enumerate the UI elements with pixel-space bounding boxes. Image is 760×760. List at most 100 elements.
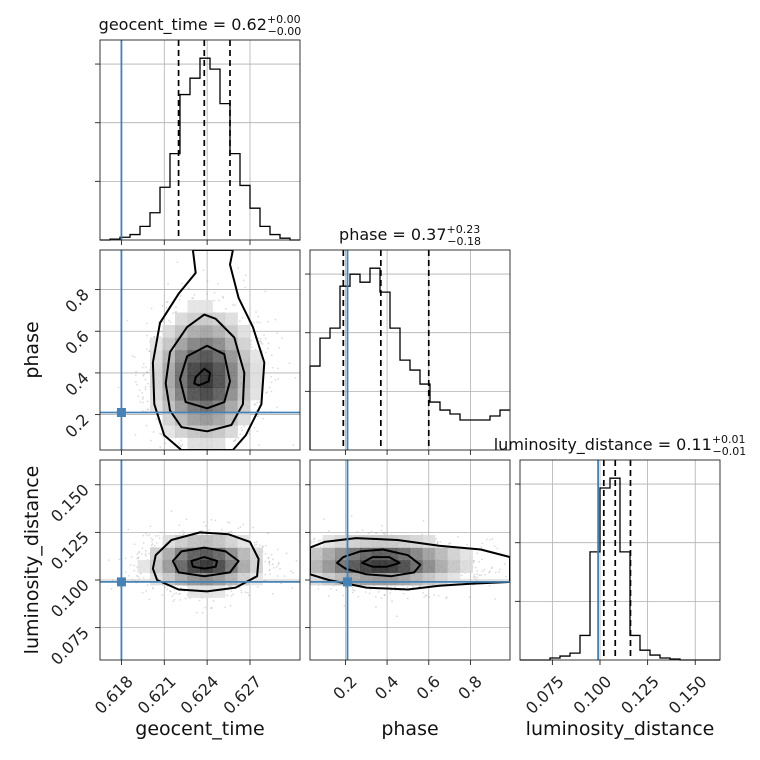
xtick-label: 0.627 (219, 672, 265, 718)
sample-point (389, 591, 392, 594)
sample-point (382, 532, 385, 535)
sample-point (244, 274, 247, 277)
xlabel-geocent-time: geocent_time (135, 718, 264, 740)
sample-point (276, 406, 278, 409)
density-cells (150, 300, 263, 450)
sample-point (234, 304, 236, 306)
sample-point (250, 339, 253, 342)
sample-point (282, 553, 284, 555)
sample-point (126, 319, 129, 322)
density-cell (200, 350, 213, 363)
density-cell (175, 337, 188, 351)
sample-point (165, 502, 167, 504)
sample-point (145, 348, 148, 351)
sample-point (198, 599, 201, 602)
sample-point (146, 534, 149, 537)
sample-point (476, 576, 478, 579)
sample-point (276, 551, 278, 553)
density-cell (410, 572, 423, 586)
sample-point (535, 572, 537, 574)
gridlines (100, 40, 300, 240)
sample-point (383, 593, 386, 596)
sample-point (268, 576, 270, 578)
sample-point (255, 311, 257, 313)
sample-point (422, 519, 425, 522)
sample-point (447, 542, 450, 545)
sample-point (134, 579, 137, 582)
sample-point (264, 351, 267, 354)
sample-point (256, 321, 259, 324)
sample-point (141, 397, 144, 400)
sample-point (179, 294, 182, 297)
sample-point (269, 573, 271, 576)
sample-point (159, 446, 162, 448)
sample-point (160, 531, 163, 534)
density-cell (150, 350, 163, 363)
sample-point (494, 571, 497, 574)
sample-point (264, 552, 267, 555)
sample-point (276, 575, 279, 577)
sample-point (377, 590, 380, 593)
sample-point (274, 318, 277, 321)
sample-point (369, 588, 372, 591)
sample-point (152, 538, 154, 541)
sample-point (268, 551, 270, 553)
sample-point (465, 543, 468, 546)
sample-point (265, 392, 268, 394)
sample-point (304, 569, 306, 571)
sample-point (164, 586, 167, 589)
sample-point (160, 432, 163, 435)
sample-point (276, 367, 279, 370)
density-cell (335, 535, 348, 548)
sample-point (484, 573, 486, 576)
sample-point (270, 375, 273, 378)
sample-point (124, 571, 127, 574)
sample-point (118, 558, 121, 561)
sample-point (255, 463, 257, 465)
sample-point (179, 592, 182, 595)
sample-point (306, 566, 308, 568)
histogram-step (520, 477, 720, 661)
density-cell (237, 547, 251, 561)
panel-inner (100, 250, 300, 504)
density-cell (237, 560, 251, 573)
sample-point (155, 542, 158, 544)
sample-point (280, 546, 282, 548)
density-cell (225, 412, 238, 426)
sample-point (428, 596, 431, 599)
sample-point (136, 553, 139, 556)
sample-point (524, 591, 526, 593)
panel-2d-geocent-time-vs-luminosity-distance (99, 459, 301, 661)
sample-point (193, 293, 196, 296)
density-cell (225, 325, 238, 338)
sample-point (240, 591, 243, 594)
sample-point (301, 546, 303, 548)
histogram-step (309, 267, 510, 450)
sample-point (237, 527, 240, 530)
sample-point (436, 542, 439, 544)
sample-point (406, 586, 409, 589)
sample-point (323, 518, 325, 520)
sample-point (449, 542, 452, 544)
sample-point (395, 615, 398, 618)
density-cell (372, 535, 386, 548)
contour-level-3 (151, 531, 260, 593)
density-cell (162, 387, 176, 401)
density-cell (422, 547, 436, 561)
sample-point (259, 340, 261, 342)
density-cell (397, 560, 411, 573)
sample-point (146, 371, 149, 374)
sample-point (375, 606, 377, 608)
sample-point (496, 547, 499, 550)
sample-point (214, 519, 217, 522)
sample-point (142, 401, 144, 404)
sample-point (285, 551, 287, 553)
sample-point (161, 594, 164, 596)
panel-2d-geocent-time-vs-phase (99, 249, 301, 504)
density-cell (200, 560, 213, 573)
sample-point (135, 370, 138, 373)
sample-point (351, 591, 354, 594)
sample-point (457, 536, 459, 538)
sample-point (213, 291, 216, 294)
sample-point (246, 591, 249, 594)
